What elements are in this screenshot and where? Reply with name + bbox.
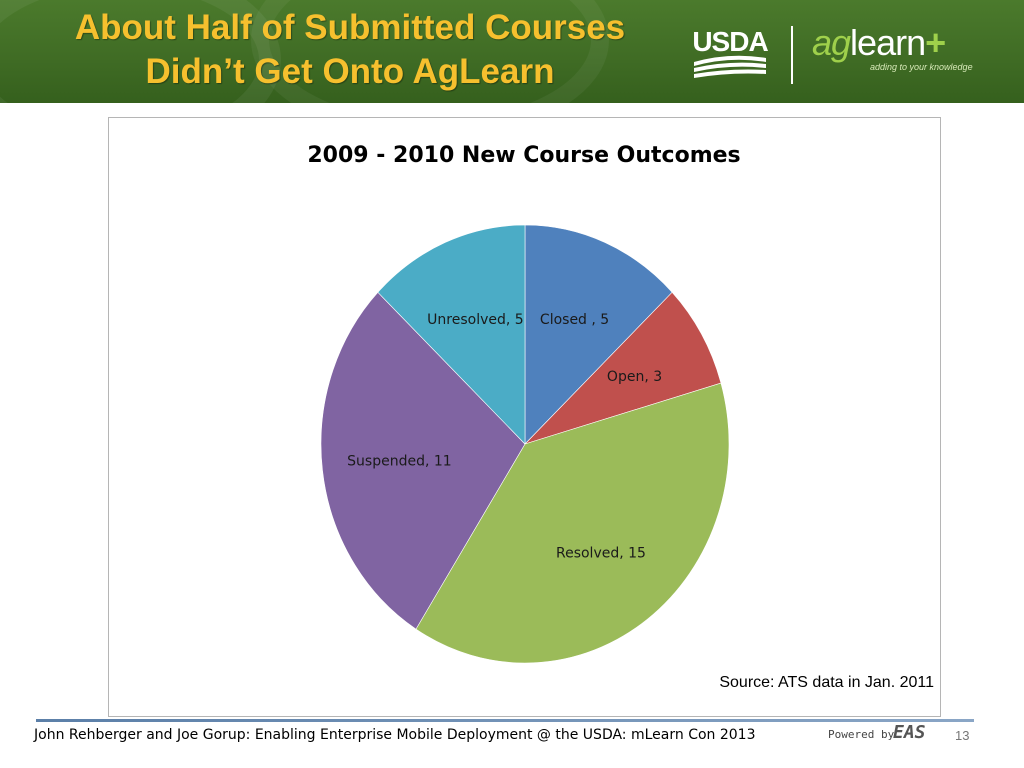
pie-slice-open <box>524 291 722 445</box>
aglearn-logo-learn: learn <box>850 22 926 63</box>
powered-by-label: Powered by <box>828 728 895 741</box>
usda-logo: USDA <box>692 26 769 78</box>
pie-slices <box>320 224 730 664</box>
pie-slice-resolved <box>415 382 730 664</box>
title-line-1: About Half of Submitted Courses <box>74 8 626 47</box>
pie-label-resolved: Resolved, 15 <box>556 546 646 562</box>
pie-label-closed: Closed , 5 <box>540 312 609 328</box>
title-line-2: Didn’t Get Onto AgLearn <box>145 52 555 91</box>
aglearn-logo-ag: ag <box>812 22 851 63</box>
pie-slice-unresolved <box>377 224 526 445</box>
header-swirl-decoration <box>0 0 609 103</box>
pie-chart: 2009 - 2010 New Course Outcomes Closed ,… <box>307 143 741 664</box>
aglearn-logo-tagline: adding to your knowledge <box>870 62 973 72</box>
chart-title: 2009 - 2010 New Course Outcomes <box>307 143 740 168</box>
chart-frame: 2009 - 2010 New Course Outcomes Closed ,… <box>108 117 941 717</box>
aglearn-logo-wordmark: aglearn+ <box>812 22 946 63</box>
source-note: Source: ATS data in Jan. 2011 <box>719 674 934 691</box>
pie-slice-labels: Closed , 5 Open, 3 Resolved, 15 Suspended, … <box>347 312 662 561</box>
footer-credit: John Rehberger and Joe Gorup: Enabling E… <box>34 727 756 743</box>
aglearn-logo-plus: + <box>925 22 946 63</box>
pie-label-open: Open, 3 <box>607 369 662 385</box>
pie-slice-suspended <box>320 291 526 630</box>
aglearn-logo: aglearn+ adding to your knowledge <box>812 22 982 84</box>
usda-logo-text: USDA <box>692 26 768 57</box>
usda-logo-hills-icon <box>694 55 766 78</box>
slide-header: About Half of Submitted Courses Didn’t G… <box>0 0 1024 103</box>
pie-label-unresolved: Unresolved, 5 <box>427 312 524 328</box>
pie-slice-closed <box>524 224 673 445</box>
pie-label-suspended: Suspended, 11 <box>347 453 452 469</box>
slide-number: 13 <box>955 728 970 743</box>
footer-divider <box>36 719 974 722</box>
slide-title: About Half of Submitted Courses Didn’t G… <box>20 6 680 94</box>
eas-logo: EAS <box>893 722 926 743</box>
logo-divider <box>791 26 793 84</box>
